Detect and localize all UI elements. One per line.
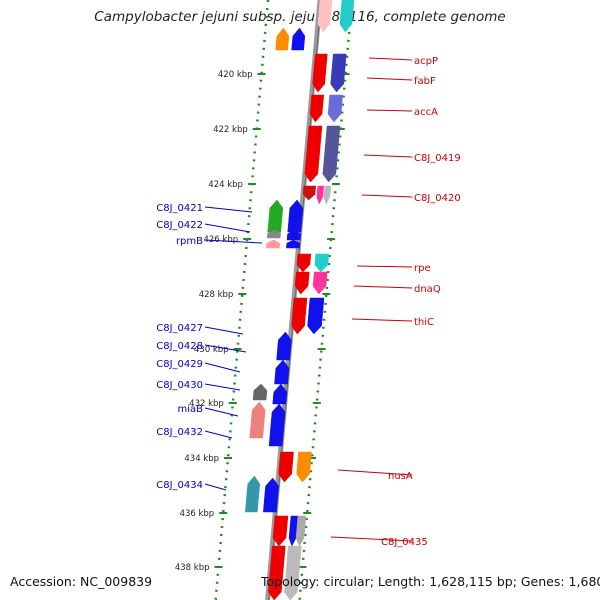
forward-gene-label: C8J_0432 bbox=[156, 427, 203, 438]
forward-gene-label: C8J_0430 bbox=[156, 380, 203, 391]
accession-label: Accession: NC_009839 bbox=[10, 574, 153, 589]
reverse-gene-label: C8J_0420 bbox=[414, 193, 461, 204]
forward-gene-leader bbox=[204, 483, 227, 491]
reverse-gene-label: dnaQ bbox=[414, 284, 441, 295]
forward-gene-leader bbox=[204, 206, 253, 213]
tick-label: 432 kbp bbox=[189, 399, 224, 409]
gene-feature bbox=[272, 515, 289, 547]
reverse-gene-label: nusA bbox=[388, 471, 413, 482]
gene-feature bbox=[275, 27, 290, 51]
genome-summary-label: Topology: circular; Length: 1,628,115 bp… bbox=[261, 574, 600, 589]
tick-label: 436 kbp bbox=[180, 509, 215, 519]
gene-feature bbox=[316, 185, 325, 205]
forward-gene-leader bbox=[204, 223, 251, 233]
gene-feature bbox=[294, 271, 310, 295]
gene-feature bbox=[317, 0, 333, 33]
tick-label: 434 kbp bbox=[184, 454, 219, 464]
gene-feature bbox=[267, 199, 284, 233]
forward-gene-leader bbox=[204, 344, 247, 353]
reverse-gene-label: C8J_0435 bbox=[381, 537, 428, 548]
forward-gene-leader bbox=[204, 326, 244, 335]
gene-feature bbox=[291, 297, 308, 335]
gene-feature bbox=[268, 545, 286, 600]
forward-gene-label: C8J_0422 bbox=[156, 220, 203, 231]
reverse-gene-leader bbox=[361, 194, 413, 198]
reverse-gene-label: C8J_0419 bbox=[414, 153, 461, 164]
gene-feature bbox=[309, 94, 324, 123]
reverse-gene-label: fabF bbox=[414, 76, 436, 87]
gene-feature bbox=[302, 185, 317, 201]
gene-feature bbox=[296, 253, 312, 273]
gene-feature bbox=[330, 53, 347, 93]
gene-feature bbox=[263, 477, 279, 513]
forward-gene-leader bbox=[204, 430, 233, 439]
gene-feature bbox=[276, 331, 292, 361]
gene-feature bbox=[274, 359, 290, 385]
gene-feature bbox=[245, 475, 261, 513]
gene-feature bbox=[339, 0, 355, 33]
gene-feature bbox=[249, 401, 266, 439]
gene-feature bbox=[286, 239, 301, 249]
forward-gene-label: C8J_0434 bbox=[156, 480, 203, 491]
forward-gene-leader bbox=[204, 407, 239, 417]
tick-label: 422 kbp bbox=[213, 125, 248, 135]
tick-label: 428 kbp bbox=[199, 290, 234, 300]
tick-label: 438 kbp bbox=[175, 563, 210, 573]
reverse-gene-leader bbox=[351, 318, 413, 322]
forward-gene-leader bbox=[204, 362, 241, 373]
tick-label: 426 kbp bbox=[203, 235, 238, 245]
gene-feature bbox=[307, 297, 325, 335]
forward-gene-leader bbox=[204, 239, 263, 244]
tick-label: 430 kbp bbox=[194, 345, 229, 355]
right-ruler bbox=[298, 0, 354, 600]
forward-gene-label: C8J_0429 bbox=[156, 359, 203, 370]
gene-feature bbox=[252, 383, 268, 401]
gene-feature bbox=[266, 239, 281, 249]
tick-label: 424 kbp bbox=[208, 180, 243, 190]
gene-feature bbox=[272, 383, 288, 405]
forward-gene-label: C8J_0428 bbox=[156, 341, 203, 352]
gene-feature bbox=[284, 545, 302, 600]
gene-feature bbox=[304, 125, 323, 183]
gene-feature bbox=[296, 451, 312, 483]
left-ruler bbox=[214, 0, 270, 600]
map-title: Campylobacter jejuni subsp. jejuni 81116… bbox=[94, 9, 506, 25]
reverse-gene-leader bbox=[356, 265, 413, 268]
reverse-gene-leader bbox=[353, 285, 413, 289]
reverse-gene-label: rpe bbox=[414, 263, 431, 274]
gene-feature bbox=[287, 199, 304, 233]
forward-gene-label: C8J_0421 bbox=[156, 203, 203, 214]
gene-feature bbox=[322, 125, 341, 183]
reverse-gene-leader bbox=[337, 469, 413, 476]
gene-feature bbox=[278, 451, 294, 483]
gene-feature bbox=[286, 229, 301, 241]
forward-gene-label: miaB bbox=[177, 404, 203, 415]
reverse-gene-label: thiC bbox=[414, 317, 434, 328]
forward-gene-label: C8J_0427 bbox=[156, 323, 203, 334]
gene-feature bbox=[327, 94, 343, 123]
reverse-gene-leader bbox=[330, 536, 413, 542]
gene-feature bbox=[323, 185, 332, 205]
gene-feature bbox=[314, 253, 330, 273]
reverse-gene-leader bbox=[366, 77, 413, 81]
gene-feature bbox=[312, 271, 328, 295]
gene-feature bbox=[266, 229, 281, 239]
gene-feature bbox=[312, 53, 328, 93]
gene-feature bbox=[295, 515, 307, 547]
gene-feature bbox=[268, 403, 286, 447]
reverse-gene-leader bbox=[363, 154, 413, 158]
gene-feature bbox=[291, 27, 306, 51]
reverse-gene-label: acpP bbox=[414, 56, 438, 67]
tick-label: 420 kbp bbox=[218, 70, 253, 80]
forward-gene-label: rpmB bbox=[176, 236, 203, 247]
forward-gene-leader bbox=[204, 383, 241, 391]
reverse-gene-leader bbox=[368, 57, 413, 61]
reverse-gene-leader bbox=[366, 109, 413, 112]
reverse-gene-label: accA bbox=[414, 107, 438, 118]
gene-feature bbox=[288, 515, 299, 547]
